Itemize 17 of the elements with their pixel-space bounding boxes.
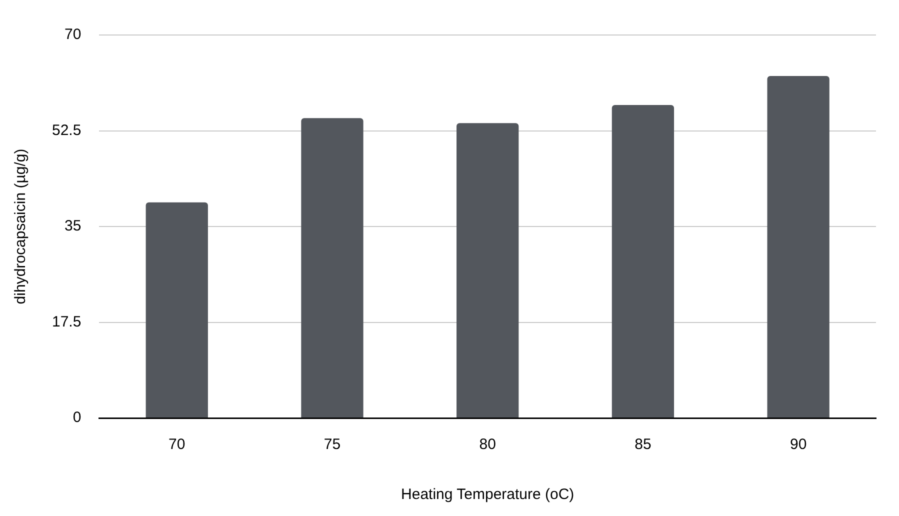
y-tick-label: 35	[64, 218, 82, 235]
bar	[301, 118, 364, 418]
y-axis-title: dihydrocapsaicin (µg/g)	[12, 148, 30, 304]
bar	[146, 202, 208, 418]
y-tick-label: 0	[72, 409, 82, 426]
y-tick-label: 52.5	[52, 122, 82, 139]
bar	[767, 76, 830, 418]
x-tick-label: 85	[634, 436, 652, 454]
y-tick-label: 70	[64, 26, 82, 44]
bar	[456, 123, 519, 418]
x-tick-label: 70	[168, 436, 186, 454]
x-axis-title: Heating Temperature (oC)	[401, 486, 574, 504]
x-tick-label: 75	[324, 436, 341, 454]
bar	[612, 105, 674, 418]
y-tick-label: 17.5	[52, 313, 82, 330]
x-tick-label: 90	[790, 436, 807, 454]
x-tick-label: 80	[479, 436, 496, 454]
